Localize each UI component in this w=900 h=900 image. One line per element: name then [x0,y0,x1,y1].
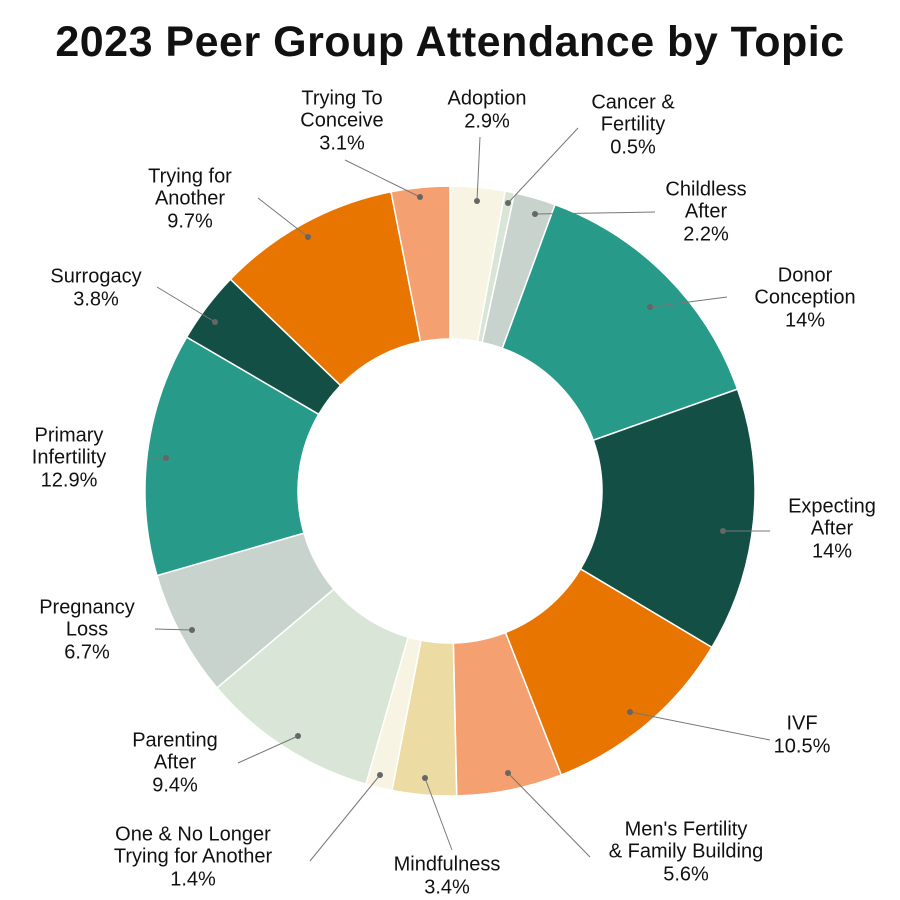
leader-dot-2 [532,211,538,217]
slice-label: Trying for [148,165,232,187]
slice-label: Expecting [788,495,876,517]
slice-value-label: 14% [812,540,852,562]
leader-dot-12 [212,319,218,325]
slice-label: After [685,200,728,222]
leader-dot-1 [505,200,511,206]
slice-label: Surrogacy [50,265,141,287]
leader-dot-10 [189,627,195,633]
slice-label: Parenting [132,729,218,751]
slice-label: & Family Building [609,840,764,862]
leader-line-6 [507,772,591,858]
slice-label: Conceive [300,109,383,131]
slice-label: Trying To [301,87,382,109]
slice-label: Trying for Another [114,845,273,867]
leader-line-10 [154,628,193,631]
leader-dot-13 [305,234,311,240]
slice-label: Infertility [32,446,106,468]
slice-label: After [154,751,197,773]
slice-value-label: 2.2% [683,223,729,245]
leader-line-13 [257,197,309,238]
slice-value-label: 9.4% [152,774,198,796]
slice-label: Childless [665,178,746,200]
slice-11 [144,336,320,577]
slice-label: Loss [66,618,108,640]
slice-label: Conception [754,286,855,308]
slice-value-label: 0.5% [610,136,656,158]
slice-value-label: 3.4% [424,876,470,898]
leader-dot-14 [417,194,423,200]
slice-label: One & No Longer [115,823,271,845]
leader-line-8 [309,774,381,862]
leader-line-14 [344,159,421,198]
leader-dot-0 [474,198,480,204]
leader-line-0 [476,136,481,202]
slice-value-label: 5.6% [663,863,709,885]
slice-3 [501,203,739,442]
leader-line-7 [424,777,453,851]
chart-title: 2023 Peer Group Attendance by Topic [55,18,845,66]
leader-line-2 [534,211,656,215]
slice-label: Another [155,187,225,209]
slice-value-label: 12.9% [41,469,98,491]
slice-value-label: 3.1% [319,132,365,154]
leader-dot-8 [377,772,383,778]
slice-label: Cancer & [591,91,675,113]
leader-dot-11 [163,455,169,461]
slice-14 [390,185,451,343]
slice-4 [579,388,756,649]
leader-dot-5 [627,709,633,715]
slice-value-label: 6.7% [64,641,110,663]
slice-label: Primary [35,424,104,446]
leader-dot-6 [505,770,511,776]
leader-line-12 [156,286,216,323]
leader-line-5 [629,711,771,741]
slice-value-label: 1.4% [170,868,216,890]
slice-label: Mindfulness [394,853,501,875]
slice-label: Adoption [448,87,527,109]
slice-value-label: 10.5% [774,735,831,757]
slice-label: Fertility [601,113,665,135]
leader-line-3 [649,296,728,308]
slice-label: IVF [786,712,817,734]
slice-value-label: 2.9% [464,110,510,132]
slice-label: Donor [778,264,833,286]
slice-value-label: 9.7% [167,210,213,232]
leader-line-1 [507,127,579,204]
leader-dot-4 [720,528,726,534]
slice-label: After [811,517,854,539]
leader-dot-3 [647,304,653,310]
leader-dot-9 [295,733,301,739]
slice-label: Men's Fertility [625,818,748,840]
leader-dot-7 [422,775,428,781]
slice-label: Pregnancy [39,596,135,618]
slice-value-label: 14% [785,309,825,331]
leader-line-9 [237,735,299,764]
slice-value-label: 3.8% [73,288,119,310]
